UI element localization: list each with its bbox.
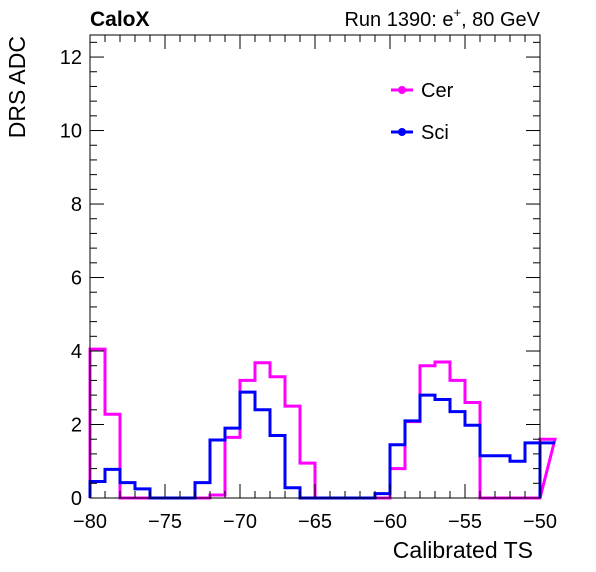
header-right-prefix: Run 1390: e [344, 9, 453, 31]
y-tick-label: 8 [71, 194, 82, 216]
legend: Cer Sci [391, 80, 454, 144]
legend-sci-marker [398, 128, 406, 136]
y-tick-label: 2 [71, 415, 82, 437]
header-right-suffix: , 80 GeV [461, 9, 541, 31]
plot-frame [89, 34, 541, 499]
legend-cer-label: Cer [421, 80, 454, 102]
legend-sci-label: Sci [421, 122, 449, 144]
x-tick-label: −65 [298, 511, 332, 533]
series-cer-line [88, 347, 557, 500]
y-axis-title: DRS ADC [4, 36, 30, 138]
x-tick-label: −60 [373, 511, 407, 533]
x-tick-label: −55 [448, 511, 482, 533]
header-right: Run 1390: e+, 80 GeV [344, 5, 540, 31]
y-tick-label: 10 [60, 121, 82, 143]
header-left: CaloX [90, 8, 150, 31]
x-tick-label: −50 [523, 511, 557, 533]
x-axis-title: Calibrated TS [393, 537, 533, 563]
y-tick-label: 4 [71, 341, 82, 363]
x-tick-label: −80 [73, 511, 107, 533]
x-tick-label: −70 [223, 511, 257, 533]
series-sci-line [88, 390, 555, 500]
legend-cer-marker [398, 86, 406, 94]
y-tick-label: 0 [71, 488, 82, 510]
y-tick-label: 12 [60, 47, 82, 69]
y-tick-label: 6 [71, 268, 82, 290]
header-right-sup: + [453, 5, 461, 20]
x-tick-label: −75 [148, 511, 182, 533]
